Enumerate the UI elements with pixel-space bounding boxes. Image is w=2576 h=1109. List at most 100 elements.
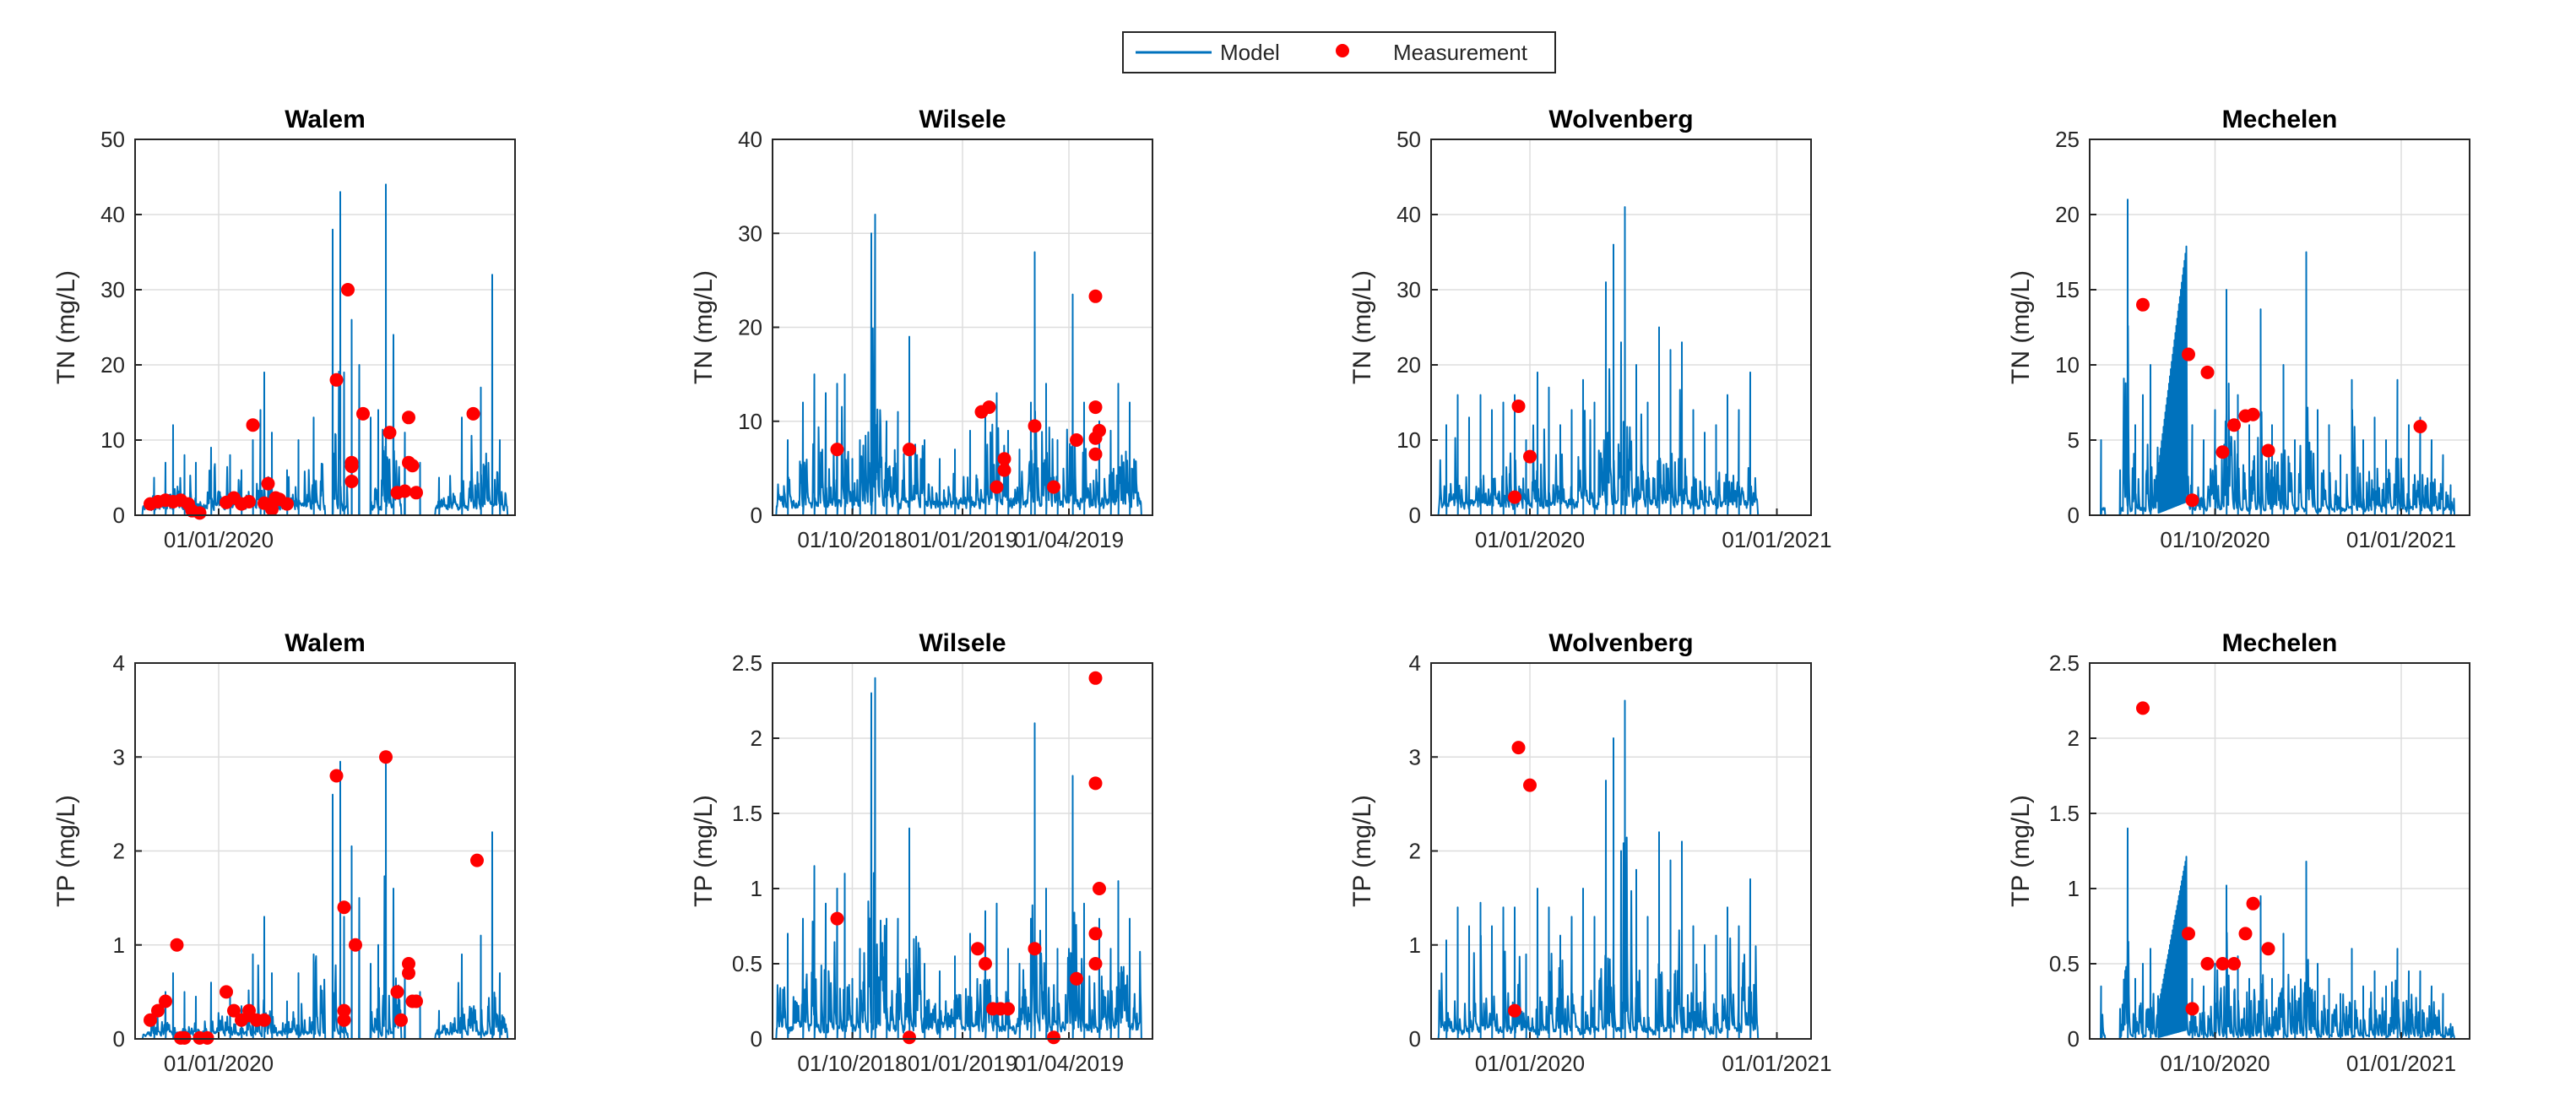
measurement-point <box>177 1030 192 1045</box>
measurement-point <box>1093 882 1106 895</box>
measurement-point <box>337 900 351 915</box>
measurement-point <box>242 494 256 508</box>
legend-measurement-marker <box>1336 44 1349 57</box>
measurement-point <box>1088 289 1103 303</box>
y-tick-label: 50 <box>100 127 125 152</box>
measurement-point <box>903 443 916 457</box>
model-series-line <box>1430 206 1812 516</box>
y-tick-label: 0 <box>2068 503 2080 528</box>
model-series-line <box>772 677 1153 1040</box>
measurement-point <box>1028 942 1042 956</box>
measurement-point <box>261 476 275 491</box>
measurement-point <box>1001 1002 1015 1016</box>
legend-model-label: Model <box>1220 40 1280 65</box>
y-tick-label: 40 <box>738 127 762 152</box>
y-tick-label: 0.5 <box>2049 951 2080 976</box>
measurement-point <box>258 1013 271 1027</box>
chart-title: Wolvenberg <box>1548 629 1693 657</box>
measurement-point <box>280 497 294 511</box>
y-tick-label: 1.5 <box>732 801 762 826</box>
measurement-point <box>982 400 996 415</box>
y-tick-label: 2 <box>2068 726 2080 751</box>
axes-box <box>134 139 516 516</box>
x-tick-label: 01/10/2020 <box>2160 527 2270 552</box>
y-tick-label: 5 <box>2068 427 2080 453</box>
legend-measurement-label: Measurement <box>1393 40 1528 65</box>
measurement-point <box>1093 423 1106 438</box>
axes-box <box>2089 139 2470 516</box>
x-tick-label: 01/10/2018 <box>797 527 907 552</box>
y-tick-label: 20 <box>738 315 762 340</box>
measurement-point <box>344 459 359 474</box>
measurement-point <box>2136 701 2150 715</box>
y-tick-label: 0.5 <box>732 951 762 976</box>
y-tick-label: 0 <box>113 503 125 528</box>
measurement-point <box>997 463 1011 477</box>
measurement-point <box>379 750 393 764</box>
measurement-point <box>2185 493 2199 508</box>
measurement-point <box>1088 927 1103 941</box>
chart-panel: 0 1 2 3 4 01/01/2020 01/01/2021 Wolvenberg TP (m… <box>1348 629 1832 1076</box>
axes-box <box>1430 139 1812 516</box>
y-tick-label: 2 <box>113 839 125 864</box>
legend: Model Measurement <box>1122 31 1556 73</box>
axes-box <box>2089 662 2470 1040</box>
y-tick-label: 40 <box>100 202 125 227</box>
measurement-point <box>151 1003 165 1018</box>
x-tick-label: 01/01/2020 <box>1475 527 1585 552</box>
measurement-point <box>402 957 415 970</box>
measurement-point <box>337 1003 351 1018</box>
y-tick-label: 10 <box>1396 427 1421 453</box>
measurement-point <box>409 486 423 500</box>
y-tick-label: 4 <box>113 650 125 676</box>
measurement-point <box>390 985 404 999</box>
chart-panel: 0 10 20 30 40 50 01/01/2020 Walem TN (mg/L) <box>52 106 516 552</box>
y-axis-label: TN (mg/L) <box>1348 270 1376 384</box>
measurement-point <box>990 480 1004 494</box>
measurement-point <box>1047 480 1060 494</box>
measurement-point <box>1047 1030 1060 1045</box>
chart-title: Mechelen <box>2222 106 2338 133</box>
measurement-point <box>2182 347 2195 362</box>
x-tick-label: 01/01/2021 <box>2346 1051 2456 1076</box>
y-tick-label: 30 <box>100 277 125 302</box>
measurement-point <box>1070 971 1083 986</box>
measurement-point <box>2246 896 2260 911</box>
x-tick-label: 01/01/2021 <box>1722 1051 1831 1076</box>
x-tick-label: 01/01/2020 <box>164 1051 274 1076</box>
measurement-point <box>405 459 420 473</box>
measurement-point <box>2185 1002 2199 1016</box>
measurement-point <box>2227 957 2241 970</box>
measurement-point <box>2238 927 2253 941</box>
measurement-point <box>1088 671 1103 685</box>
chart-panel: 0 1 2 3 4 01/01/2020 Walem TP (mg/L) <box>52 629 516 1076</box>
measurement-point <box>979 957 992 970</box>
y-axis-label: TN (mg/L) <box>52 270 80 384</box>
measurement-point <box>394 1013 408 1027</box>
measurement-point <box>1070 433 1083 447</box>
measurement-point <box>329 769 344 783</box>
x-tick-label: 01/01/2019 <box>908 1051 1017 1076</box>
x-tick-label: 01/04/2019 <box>1014 527 1124 552</box>
y-tick-label: 0 <box>751 1026 762 1052</box>
measurement-point <box>356 406 370 421</box>
y-tick-label: 1.5 <box>2049 801 2080 826</box>
measurement-point <box>398 484 412 498</box>
measurement-point <box>2215 957 2230 970</box>
chart-title: Walem <box>285 106 366 133</box>
y-tick-label: 10 <box>100 427 125 453</box>
model-series-line <box>2089 827 2470 1040</box>
measurement-point <box>2136 297 2150 312</box>
chart-title: Mechelen <box>2222 629 2338 657</box>
measurement-point <box>227 1003 241 1018</box>
y-tick-label: 1 <box>2068 876 2080 901</box>
y-tick-label: 15 <box>2055 277 2080 302</box>
measurement-point <box>1088 776 1103 791</box>
measurement-point <box>200 1030 214 1045</box>
measurement-point <box>1088 957 1103 970</box>
measurement-point <box>220 985 233 999</box>
measurement-point <box>997 452 1011 466</box>
y-tick-label: 1 <box>1409 932 1421 958</box>
